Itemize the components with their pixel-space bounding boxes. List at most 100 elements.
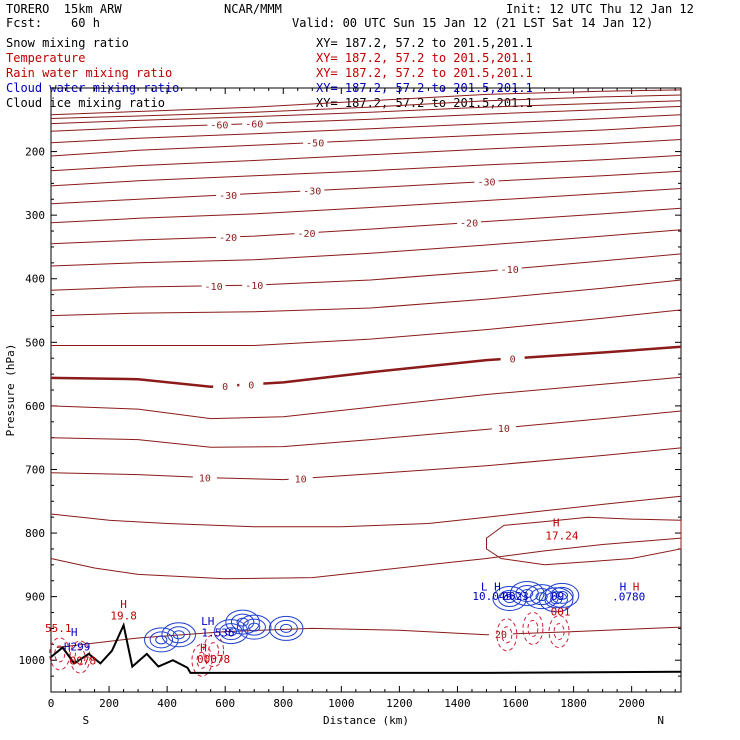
contour-label-bg <box>474 175 499 187</box>
contour-label-bg <box>213 379 238 391</box>
temperature-contour-label: 10 <box>498 424 510 435</box>
temperature-contour-label: -10 <box>501 265 519 276</box>
y-tick-label: 300 <box>25 209 45 222</box>
contour-label-bg <box>288 472 313 484</box>
extremum-annotation: H <box>553 517 560 530</box>
temperature-contour-label: 10 <box>295 475 307 486</box>
cloud-water-contour <box>274 619 298 637</box>
temperature-contour <box>50 100 682 125</box>
y-axis-title: Pressure (hPa) <box>4 344 17 437</box>
y-tick-label: 700 <box>25 463 45 476</box>
y-tick-label: 400 <box>25 273 45 286</box>
field-label-snow: Snow mixing ratio <box>6 36 129 50</box>
contour-label-bg <box>489 628 513 640</box>
contour-label-bg <box>192 471 217 483</box>
cloud-water-contour <box>535 592 548 602</box>
x-tick-label: 400 <box>157 697 177 710</box>
x-tick-label: 1600 <box>502 697 529 710</box>
cloud-water-contour <box>248 622 261 632</box>
extremum-annotation: 0078 <box>70 655 97 668</box>
plot-frame <box>50 87 682 693</box>
temperature-contour <box>50 410 682 448</box>
field-xy-rain: XY= 187.2, 57.2 to 201.5,201.1 <box>316 66 533 80</box>
temperature-contour <box>50 139 682 172</box>
y-tick-label: 800 <box>25 527 45 540</box>
contour-label-bg <box>201 279 226 291</box>
y-tick-label: 900 <box>25 591 45 604</box>
cloud-water-contour <box>161 622 197 648</box>
rain-contour <box>553 623 565 641</box>
north-label: N <box>657 714 664 727</box>
extremum-annotation: .0780 <box>612 590 645 603</box>
temperature-contour-label: -20 <box>297 229 315 240</box>
cloud-water-contour <box>224 627 238 637</box>
temperature-contour <box>50 253 682 291</box>
extremum-annotation: 1.536 <box>201 627 234 640</box>
cloud-water-contour <box>498 590 522 608</box>
cloud-water-contour <box>144 627 179 653</box>
extremum-annotation: L H <box>481 580 501 593</box>
temperature-contour <box>50 207 682 245</box>
org-label: NCAR/MMM <box>224 2 282 16</box>
rain-contour <box>191 643 213 677</box>
extremum-annotation: LH <box>201 615 214 628</box>
temperature-contour-label: -30 <box>303 187 321 198</box>
cloud-water-contour <box>268 615 304 641</box>
temperature-contour-label: -10 <box>245 281 263 292</box>
y-tick-label: 600 <box>25 400 45 413</box>
temperature-contour <box>50 170 682 205</box>
temperature-contour <box>50 94 682 119</box>
temperature-contour <box>50 105 682 132</box>
contour-label-bg <box>216 230 241 242</box>
contour-label-bg <box>216 188 241 200</box>
extremum-annotation: 10.049 <box>472 590 512 603</box>
extremum-annotation: 0023 <box>502 590 529 603</box>
contour-label-bg <box>242 279 267 291</box>
x-tick-label: 800 <box>273 697 293 710</box>
rain-contour <box>196 651 208 669</box>
rain-contour <box>69 640 91 674</box>
temperature-contour-label: -30 <box>219 191 237 202</box>
x-tick-label: 1200 <box>386 697 413 710</box>
x-tick-label: 1400 <box>444 697 471 710</box>
rain-contour <box>522 611 544 645</box>
temperature-contour <box>50 114 682 144</box>
cloud-water-contour <box>167 626 191 644</box>
contour-label-bg <box>491 421 516 433</box>
x-tick-label: 600 <box>215 697 235 710</box>
temperature-contour-label: -20 <box>460 219 478 230</box>
y-tick-label: 500 <box>25 336 45 349</box>
temperature-contour <box>50 154 682 187</box>
contour-label-bg <box>207 118 232 130</box>
temperature-contour <box>50 89 682 116</box>
extremum-annotation: 001 <box>551 606 571 619</box>
cloud-water-contour <box>538 587 574 613</box>
terrain-line <box>50 622 682 674</box>
cloud-water-contour <box>544 582 580 608</box>
temperature-contour-label: -20 <box>219 233 237 244</box>
temperature-contour <box>50 279 682 317</box>
forecast-hour: Fcst: 60 h <box>6 16 100 30</box>
extremum-annotation: H <box>633 580 640 593</box>
cloud-water-contour <box>544 591 568 609</box>
temperature-contour-label: -10 <box>205 282 223 293</box>
extremum-annotation: H <box>620 580 627 593</box>
x-tick-label: 2000 <box>618 697 645 710</box>
temperature-contour <box>50 345 682 389</box>
model-title: TORERO 15km ARW <box>6 2 122 16</box>
cloud-water-contour <box>172 630 185 640</box>
temperature-contour-label: -30 <box>477 177 495 188</box>
temperature-contour <box>50 537 682 580</box>
contour-label-bg <box>497 263 522 275</box>
x-tick-label: 1800 <box>560 697 587 710</box>
x-axis-title: Distance (km) <box>323 714 409 727</box>
contour-label-bg <box>457 216 482 228</box>
rain-contour <box>548 615 570 649</box>
x-tick-label: 200 <box>99 697 119 710</box>
rain-contour <box>208 642 220 660</box>
cloud-water-contour <box>155 635 168 645</box>
south-label: S <box>83 714 90 727</box>
temperature-contour-label: 0 <box>510 354 516 365</box>
cloud-water-contour <box>236 614 272 640</box>
rain-contour <box>203 634 225 668</box>
